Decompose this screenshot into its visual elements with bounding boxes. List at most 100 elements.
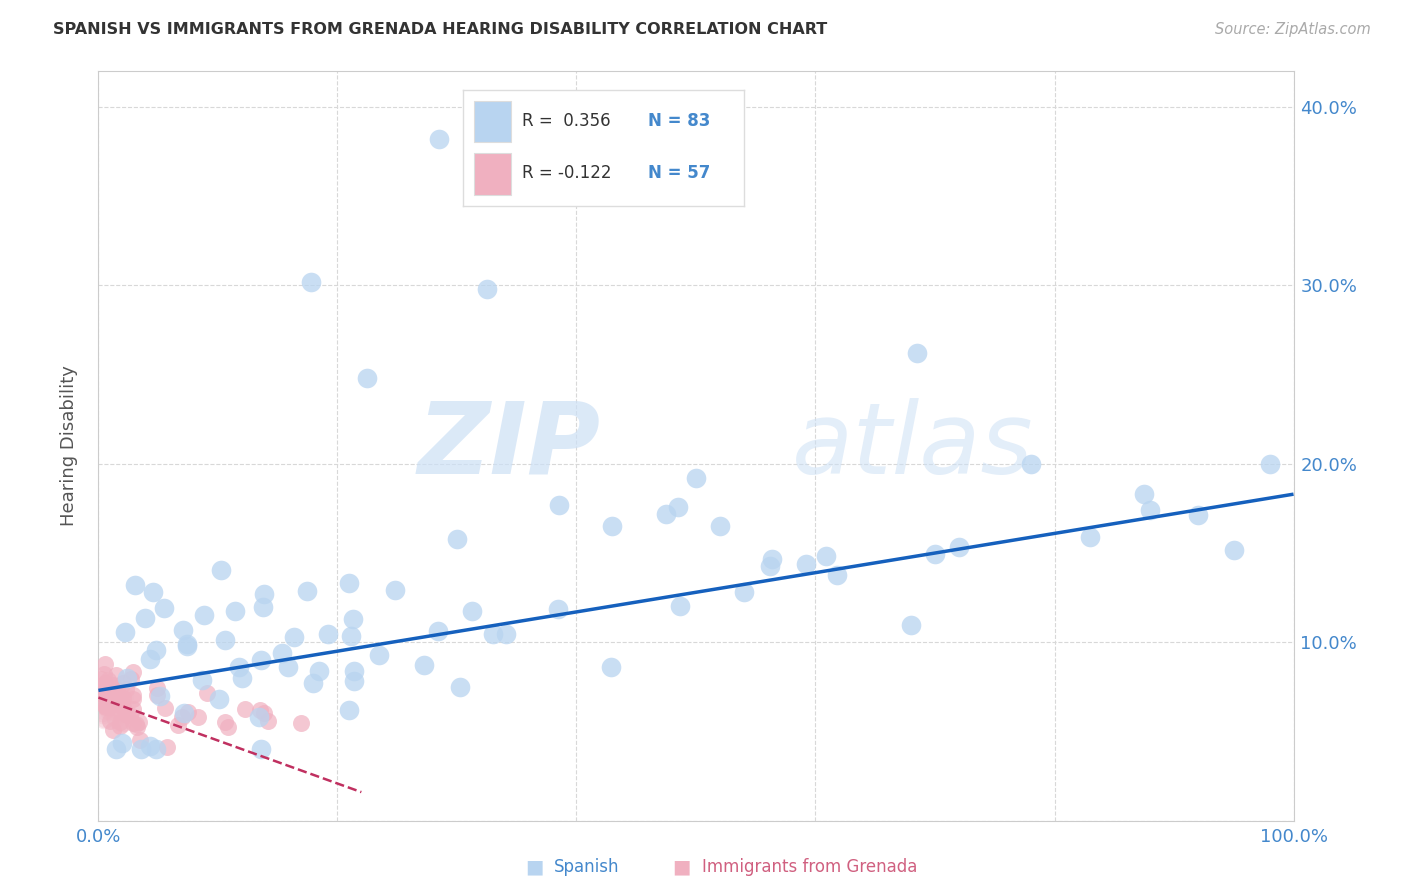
Point [733,585,755,599]
Point [107,697,129,711]
Point [343,673,366,688]
Text: Spanish: Spanish [554,858,620,876]
Point [93,683,115,698]
Point [138,739,160,753]
Point [105,688,128,702]
Point [117,708,139,723]
Point [1080,530,1102,544]
Point [217,720,239,734]
Point [146,688,169,702]
Point [90,679,112,693]
Text: SPANISH VS IMMIGRANTS FROM GRENADA HEARING DISABILITY CORRELATION CHART: SPANISH VS IMMIGRANTS FROM GRENADA HEARI… [53,22,828,37]
Point [1258,457,1281,471]
Point [122,665,145,679]
Point [253,587,276,601]
Point [547,602,569,616]
Point [91,687,114,701]
Point [256,714,278,729]
Point [124,577,146,591]
Point [120,708,142,723]
Point [193,608,215,623]
Point [129,742,152,756]
Point [90,672,112,686]
Point [547,498,569,512]
Point [105,696,128,710]
Point [145,642,167,657]
Point [152,600,174,615]
Point [111,736,134,750]
Point [214,715,236,730]
Point [413,658,436,673]
Point [794,558,817,572]
Point [228,660,250,674]
Point [94,711,117,725]
Point [427,132,450,146]
Point [108,683,131,698]
Point [100,694,122,708]
Point [342,612,364,626]
Point [302,675,325,690]
Point [98,703,121,717]
Point [1223,543,1246,558]
Point [602,519,624,533]
Point [94,682,117,697]
Point [111,714,134,729]
Point [297,584,319,599]
Point [176,637,198,651]
Point [114,688,136,702]
Point [145,742,167,756]
Point [91,697,114,711]
Point [96,698,118,713]
Point [93,712,115,726]
Point [1019,457,1042,471]
Text: ■: ■ [524,857,544,877]
Point [105,683,128,698]
Point [122,715,145,730]
Point [186,710,208,724]
Point [668,599,690,613]
Point [93,676,115,690]
Point [761,552,783,566]
Point [97,673,120,687]
Point [426,624,449,638]
Point [1139,503,1161,517]
Point [108,704,131,718]
Point [134,611,156,625]
Point [128,733,150,747]
Point [709,519,731,533]
Point [93,707,115,722]
Point [299,275,322,289]
Point [191,673,214,687]
Point [98,714,121,728]
Point [337,703,360,717]
Point [121,692,143,706]
Point [249,742,271,756]
Point [758,559,780,574]
Point [247,710,270,724]
Point [115,671,138,685]
Point [814,549,837,564]
Point [98,687,121,701]
Point [104,700,127,714]
Point [600,659,623,673]
Point [104,742,127,756]
Point [384,583,406,598]
Point [172,624,194,638]
Point [685,471,707,485]
Point [176,639,198,653]
Point [138,652,160,666]
Point [1187,508,1209,522]
Point [103,690,125,704]
Point [111,714,134,729]
Point [90,697,112,711]
Point [96,700,118,714]
Point [101,723,124,737]
Point [224,604,246,618]
Point [277,660,299,674]
Point [96,688,118,702]
Point [195,686,218,700]
Point [155,739,177,754]
Point [924,547,946,561]
Point [142,585,165,599]
Point [231,672,253,686]
